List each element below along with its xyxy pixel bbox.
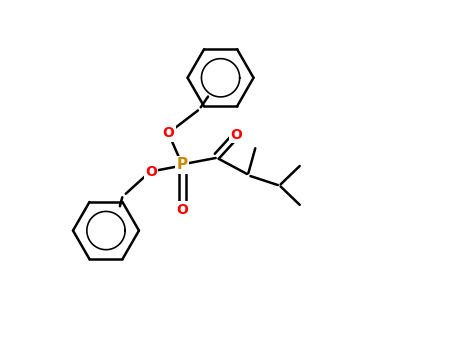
Text: O: O <box>162 126 174 140</box>
Text: O: O <box>145 164 157 178</box>
Text: P: P <box>177 157 188 172</box>
Text: O: O <box>177 203 188 217</box>
Text: O: O <box>230 128 242 142</box>
